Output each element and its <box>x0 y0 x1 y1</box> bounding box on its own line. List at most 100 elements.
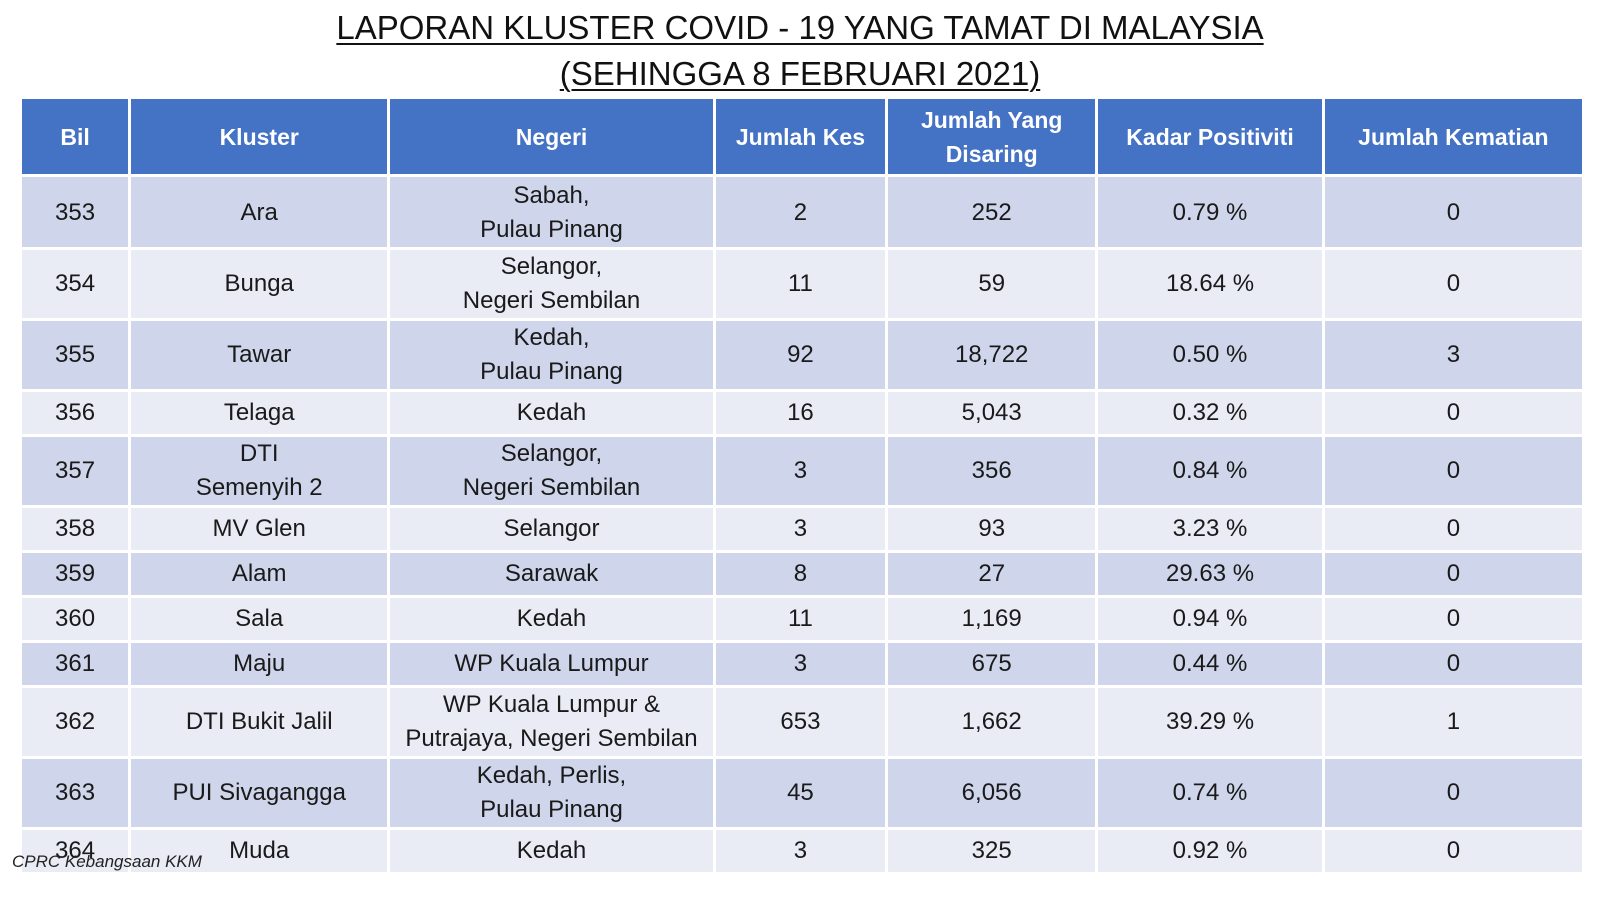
cell-jumlah-disaring: 6,056 <box>888 759 1096 827</box>
cell-jumlah-kes: 45 <box>715 759 886 827</box>
cell-bil: 358 <box>22 508 129 550</box>
cell-kluster: Maju <box>131 643 388 685</box>
cell-jumlah-disaring: 356 <box>888 437 1096 505</box>
cell-negeri: Selangor <box>390 508 713 550</box>
cluster-table: Bil Kluster Negeri Jumlah Kes Jumlah Yan… <box>19 96 1585 875</box>
header-bil: Bil <box>22 99 129 174</box>
cell-kluster-line: Alam <box>231 560 287 587</box>
table-row: 360 Sala Kedah 11 1,169 0.94 % 0 <box>22 598 1582 640</box>
table-row: 364 Muda Kedah 3 325 0.92 % 0 <box>22 830 1582 872</box>
cell-jumlah-kematian: 1 <box>1324 688 1582 756</box>
cell-kadar-positiviti: 0.84 % <box>1098 437 1322 505</box>
cell-negeri: Selangor, Negeri Sembilan <box>390 250 713 318</box>
cell-bil: 361 <box>22 643 129 685</box>
cell-kluster-line: Telaga <box>223 399 295 426</box>
cell-kluster: Muda <box>131 830 388 872</box>
cell-kadar-positiviti: 0.50 % <box>1098 321 1322 389</box>
table-row: 361 Maju WP Kuala Lumpur 3 675 0.44 % 0 <box>22 643 1582 685</box>
cell-kluster-line: Tawar <box>227 341 292 368</box>
cell-jumlah-disaring: 1,169 <box>888 598 1096 640</box>
cell-negeri-line: Pulau Pinang <box>480 358 623 385</box>
cell-jumlah-kes: 3 <box>715 830 886 872</box>
cell-bil: 356 <box>22 392 129 434</box>
cell-kadar-positiviti: 0.79 % <box>1098 177 1322 247</box>
cell-jumlah-kematian: 0 <box>1324 643 1582 685</box>
cell-negeri-line: Sabah, <box>513 182 590 209</box>
cell-jumlah-disaring: 1,662 <box>888 688 1096 756</box>
header-jumlah-kes: Jumlah Kes <box>715 99 886 174</box>
cell-negeri: WP Kuala Lumpur <box>390 643 713 685</box>
cell-kadar-positiviti: 18.64 % <box>1098 250 1322 318</box>
cell-negeri-line: Kedah, <box>513 324 590 351</box>
title-line-2: (SEHINGGA 8 FEBRUARI 2021) <box>559 55 1041 92</box>
cell-jumlah-kematian: 0 <box>1324 177 1582 247</box>
cell-negeri-line: Negeri Sembilan <box>462 474 641 501</box>
cell-negeri-line: Putrajaya, Negeri Sembilan <box>405 725 698 752</box>
cell-kadar-positiviti: 0.94 % <box>1098 598 1322 640</box>
cell-jumlah-kes: 653 <box>715 688 886 756</box>
cell-bil: 364 <box>22 830 129 872</box>
cell-negeri-line: Pulau Pinang <box>480 216 623 243</box>
cell-kadar-positiviti: 0.44 % <box>1098 643 1322 685</box>
cell-jumlah-disaring: 59 <box>888 250 1096 318</box>
cell-bil: 362 <box>22 688 129 756</box>
cell-kluster-line: Sala <box>235 605 284 632</box>
cell-jumlah-disaring: 5,043 <box>888 392 1096 434</box>
cell-jumlah-kes: 3 <box>715 643 886 685</box>
cell-bil: 354 <box>22 250 129 318</box>
table-row: 358 MV Glen Selangor 3 93 3.23 % 0 <box>22 508 1582 550</box>
cell-jumlah-kematian: 0 <box>1324 392 1582 434</box>
header-jumlah-disaring-line2: Disaring <box>945 140 1038 167</box>
cell-kluster: Telaga <box>131 392 388 434</box>
header-jumlah-disaring: Jumlah Yang Disaring <box>888 99 1096 174</box>
cell-bil: 355 <box>22 321 129 389</box>
cell-kadar-positiviti: 0.92 % <box>1098 830 1322 872</box>
cell-kluster: DTI Semenyih 2 <box>131 437 388 505</box>
cell-negeri-line: WP Kuala Lumpur <box>454 650 649 677</box>
cell-jumlah-kes: 3 <box>715 437 886 505</box>
table-row: 362 DTI Bukit Jalil WP Kuala Lumpur & Putra… <box>22 688 1582 756</box>
cell-kluster: DTI Bukit Jalil <box>131 688 388 756</box>
cell-jumlah-kes: 92 <box>715 321 886 389</box>
cell-negeri-line: Kedah <box>516 605 587 632</box>
cell-jumlah-kematian: 0 <box>1324 759 1582 827</box>
cell-bil: 357 <box>22 437 129 505</box>
cell-kluster-line: Bunga <box>224 270 294 297</box>
cell-negeri: Selangor, Negeri Sembilan <box>390 437 713 505</box>
cell-negeri: Kedah, Pulau Pinang <box>390 321 713 389</box>
cell-kluster-line: DTI <box>239 440 279 467</box>
cell-negeri: Kedah <box>390 598 713 640</box>
cell-negeri-line: Kedah, Perlis, <box>476 762 627 789</box>
table-row: 353 Ara Sabah, Pulau Pinang 2 252 0.79 % 0 <box>22 177 1582 247</box>
report-title: LAPORAN KLUSTER COVID - 19 YANG TAMAT DI… <box>0 8 1600 100</box>
cell-jumlah-kes: 3 <box>715 508 886 550</box>
cell-kluster: Sala <box>131 598 388 640</box>
cell-jumlah-disaring: 675 <box>888 643 1096 685</box>
cell-kluster: PUI Sivagangga <box>131 759 388 827</box>
cell-jumlah-kes: 8 <box>715 553 886 595</box>
cell-kluster-line: Ara <box>240 199 278 226</box>
header-kluster: Kluster <box>131 99 388 174</box>
header-jumlah-disaring-line1: Jumlah Yang <box>920 106 1063 133</box>
cell-kluster-line: PUI Sivagangga <box>172 779 346 806</box>
cell-jumlah-kematian: 0 <box>1324 250 1582 318</box>
cell-jumlah-kematian: 0 <box>1324 830 1582 872</box>
source-footnote: CPRC Kebangsaan KKM <box>12 852 202 871</box>
table-row: 355 Tawar Kedah, Pulau Pinang 92 18,722 0.50 %… <box>22 321 1582 389</box>
cell-jumlah-kes: 2 <box>715 177 886 247</box>
cell-jumlah-kematian: 0 <box>1324 437 1582 505</box>
cell-kadar-positiviti: 29.63 % <box>1098 553 1322 595</box>
header-kadar-positiviti: Kadar Positiviti <box>1098 99 1322 174</box>
cell-jumlah-kematian: 0 <box>1324 598 1582 640</box>
cell-jumlah-kes: 11 <box>715 250 886 318</box>
cell-jumlah-disaring: 18,722 <box>888 321 1096 389</box>
table-row: 356 Telaga Kedah 16 5,043 0.32 % 0 <box>22 392 1582 434</box>
cell-kluster-line: MV Glen <box>212 515 306 542</box>
cell-kluster-line: DTI Bukit Jalil <box>185 708 333 735</box>
table-header-row: Bil Kluster Negeri Jumlah Kes Jumlah Yan… <box>22 99 1582 174</box>
title-line-1: LAPORAN KLUSTER COVID - 19 YANG TAMAT DI… <box>336 9 1264 46</box>
cell-negeri-line: Negeri Sembilan <box>462 287 641 314</box>
cell-bil: 353 <box>22 177 129 247</box>
table-row: 363 PUI Sivagangga Kedah, Perlis, Pulau Pin… <box>22 759 1582 827</box>
cell-kluster-line: Maju <box>233 650 286 677</box>
